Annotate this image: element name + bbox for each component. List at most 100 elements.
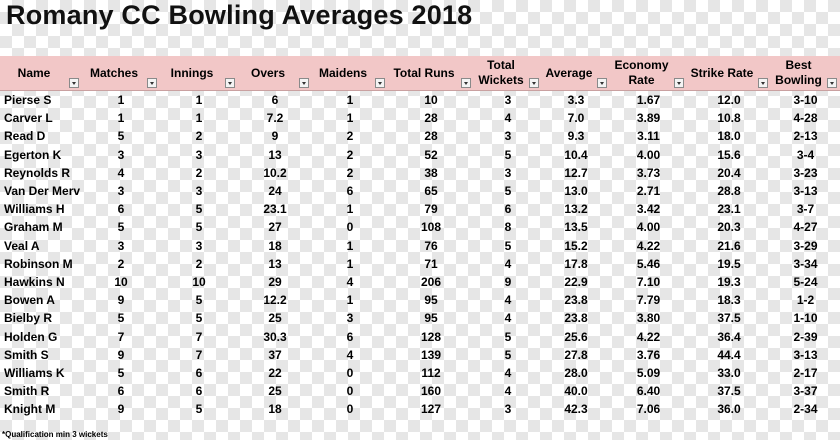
- cell-average: 13.5: [564, 220, 588, 235]
- cell-average: 23.8: [564, 293, 588, 308]
- column-header-strike-rate[interactable]: Strike Rate: [687, 56, 771, 91]
- column-header-average[interactable]: Average: [542, 56, 610, 91]
- filter-dropdown-icon[interactable]: [461, 78, 471, 88]
- cell-innings: 2: [195, 129, 203, 144]
- cell-name: Graham M: [4, 220, 63, 235]
- cell-total-runs: 139: [420, 347, 442, 362]
- cell-best-bowling: 4-28: [793, 111, 818, 126]
- table-row: Bowen A 9 5 12.2 1 95 4 23.8 7.79 18.3 1-2: [0, 291, 840, 309]
- cell-total-runs: 95: [424, 293, 438, 308]
- cell-name: Read D: [4, 129, 46, 144]
- cell-best-bowling: 5-24: [793, 274, 818, 289]
- cell-innings: 1: [195, 93, 203, 108]
- cell-total-runs: 95: [424, 311, 438, 326]
- cell-overs: 37: [268, 347, 282, 362]
- cell-strike-rate: 19.3: [717, 274, 741, 289]
- cell-best-bowling: 3-13: [793, 184, 818, 199]
- cell-total-runs: 112: [421, 365, 441, 380]
- column-header-economy-rate[interactable]: Economy Rate: [610, 56, 687, 91]
- cell-economy-rate: 5.09: [636, 365, 661, 380]
- cell-overs: 27: [268, 220, 282, 235]
- cell-strike-rate: 15.6: [717, 147, 741, 162]
- cell-average: 28.0: [564, 365, 588, 380]
- filter-dropdown-icon[interactable]: [375, 78, 385, 88]
- cell-maidens: 2: [346, 165, 354, 180]
- cell-total-wickets: 6: [504, 202, 512, 217]
- cell-name: Williams H: [4, 202, 65, 217]
- table-row: Carver L 1 1 7.2 1 28 4 7.0 3.89 10.8 4-28: [0, 109, 840, 127]
- cell-average: 3.3: [567, 93, 585, 108]
- cell-average: 9.3: [567, 129, 585, 144]
- cell-name: Van Der Merv: [4, 184, 81, 199]
- cell-matches: 9: [117, 402, 125, 417]
- filter-dropdown-icon[interactable]: [827, 78, 837, 88]
- column-header-overs[interactable]: Overs: [238, 56, 312, 91]
- cell-total-runs: 206: [420, 274, 442, 289]
- cell-total-wickets: 4: [504, 111, 512, 126]
- cell-average: 40.0: [564, 384, 588, 399]
- column-header-total-runs[interactable]: Total Runs: [388, 56, 474, 91]
- cell-total-runs: 128: [420, 329, 442, 344]
- cell-strike-rate: 28.8: [717, 184, 741, 199]
- column-header-total-wickets[interactable]: Total Wickets: [474, 56, 542, 91]
- cell-best-bowling: 3-4: [796, 147, 815, 162]
- column-header-best-bowling[interactable]: Best Bowling: [771, 56, 840, 91]
- cell-matches: 9: [117, 293, 125, 308]
- filter-dropdown-icon[interactable]: [529, 78, 539, 88]
- cell-maidens: 2: [346, 129, 354, 144]
- cell-maidens: 4: [346, 347, 354, 362]
- cell-matches: 9: [117, 347, 125, 362]
- cell-overs: 13: [268, 147, 282, 162]
- column-header-name[interactable]: Name: [0, 56, 82, 91]
- cell-total-runs: 28: [424, 111, 438, 126]
- cell-matches: 6: [117, 202, 125, 217]
- cell-overs: 23.1: [263, 202, 287, 217]
- table-row: Robinson M 2 2 13 1 71 4 17.8 5.46 19.5 3-34: [0, 255, 840, 273]
- cell-innings: 2: [195, 165, 203, 180]
- column-header-innings[interactable]: Innings: [160, 56, 238, 91]
- cell-strike-rate: 12.0: [717, 93, 741, 108]
- filter-dropdown-icon[interactable]: [69, 78, 79, 88]
- cell-economy-rate: 4.22: [636, 238, 661, 253]
- footnote: *Qualification min 3 wickets: [2, 430, 108, 439]
- filter-dropdown-icon[interactable]: [299, 78, 309, 88]
- cell-innings: 6: [195, 384, 203, 399]
- cell-average: 13.0: [564, 184, 588, 199]
- page-title: Romany CC Bowling Averages 2018: [6, 0, 473, 30]
- cell-total-wickets: 4: [504, 384, 512, 399]
- cell-best-bowling: 2-17: [793, 365, 818, 380]
- cell-maidens: 6: [346, 184, 354, 199]
- cell-matches: 5: [117, 220, 125, 235]
- column-header-maidens[interactable]: Maidens: [312, 56, 388, 91]
- filter-dropdown-icon[interactable]: [225, 78, 235, 88]
- table-row: Smith S 9 7 37 4 139 5 27.8 3.76 44.4 3-13: [0, 346, 840, 364]
- cell-strike-rate: 18.0: [717, 129, 741, 144]
- cell-innings: 5: [195, 220, 203, 235]
- cell-maidens: 0: [346, 220, 354, 235]
- cell-best-bowling: 3-13: [793, 347, 818, 362]
- cell-innings: 7: [195, 347, 203, 362]
- cell-maidens: 0: [346, 365, 354, 380]
- column-header-matches[interactable]: Matches: [82, 56, 160, 91]
- cell-economy-rate: 7.79: [636, 293, 661, 308]
- cell-name: Bielby R: [4, 311, 53, 326]
- cell-maidens: 6: [346, 329, 354, 344]
- cell-economy-rate: 4.22: [636, 329, 661, 344]
- cell-maidens: 1: [346, 202, 354, 217]
- filter-dropdown-icon[interactable]: [147, 78, 157, 88]
- cell-total-runs: 79: [424, 202, 438, 217]
- filter-dropdown-icon[interactable]: [597, 78, 607, 88]
- cell-total-runs: 10: [424, 93, 438, 108]
- cell-overs: 25: [268, 311, 282, 326]
- cell-name: Carver L: [4, 111, 53, 126]
- filter-dropdown-icon[interactable]: [758, 78, 768, 88]
- table-row: Veal A 3 3 18 1 76 5 15.2 4.22 21.6 3-29: [0, 237, 840, 255]
- filter-dropdown-icon[interactable]: [674, 78, 684, 88]
- cell-maidens: 1: [346, 93, 354, 108]
- cell-matches: 3: [117, 147, 125, 162]
- cell-total-wickets: 5: [504, 238, 512, 253]
- cell-name: Robinson M: [4, 256, 73, 271]
- cell-economy-rate: 3.76: [636, 347, 661, 362]
- cell-innings: 3: [195, 238, 203, 253]
